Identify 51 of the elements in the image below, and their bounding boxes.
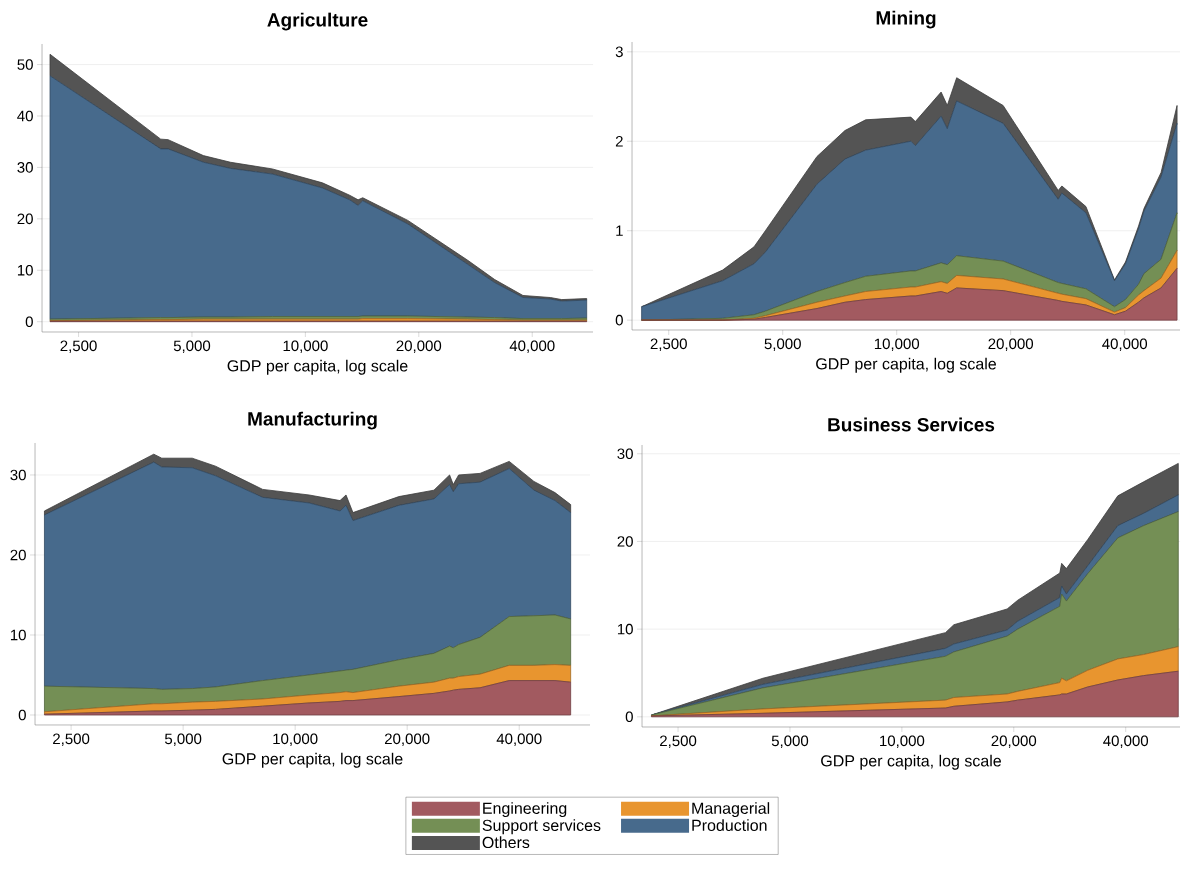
chart-title: Manufacturing (248, 411, 377, 430)
y-tick-label: 2 (615, 136, 623, 147)
y-tick-label: 10 (10, 629, 26, 641)
x-tick-label: 10,000 (273, 733, 318, 746)
y-tick-label: 30 (10, 469, 26, 481)
x-tick-label: 40,000 (496, 733, 542, 746)
y-tick-label: 0 (25, 316, 33, 327)
y-tick-label: 20 (17, 213, 33, 225)
y-tick-label: 20 (617, 536, 633, 547)
y-tick-label: 0 (615, 314, 623, 326)
chart-title: Agriculture (267, 12, 368, 31)
y-tick-label: 50 (17, 59, 33, 70)
x-axis-title: GDP per capita, log scale (821, 754, 1001, 770)
x-tick-label: 10,000 (874, 338, 920, 351)
x-axis-title: GDP per capita, log scale (222, 752, 403, 768)
legend-label: Managerial (692, 802, 770, 818)
x-tick-label: 2,500 (660, 735, 697, 748)
x-tick-label: 5,000 (173, 340, 211, 353)
y-tick-label: 3 (615, 46, 623, 58)
x-tick-label: 20,000 (991, 735, 1037, 748)
x-tick-label: 2,500 (53, 733, 90, 746)
x-tick-label: 20,000 (396, 340, 442, 353)
x-tick-label: 5,000 (771, 735, 809, 748)
y-tick-label: 10 (17, 264, 33, 276)
x-tick-label: 40,000 (1103, 735, 1149, 748)
x-axis-title: GDP per capita, log scale (227, 359, 408, 375)
x-tick-label: 20,000 (384, 733, 430, 746)
legend-label: Others (482, 836, 530, 849)
chart-title: Mining (876, 10, 936, 29)
y-tick-label: 30 (17, 162, 33, 173)
x-axis-title: GDP per capita, log scale (816, 357, 996, 373)
y-tick-label: 0 (18, 709, 26, 721)
y-tick-label: 1 (616, 225, 623, 236)
y-tick-label: 10 (617, 623, 633, 635)
y-tick-label: 30 (617, 448, 633, 460)
x-tick-label: 5,000 (164, 733, 202, 746)
legend-label: Production (692, 819, 767, 832)
x-tick-label: 2,500 (650, 338, 687, 351)
x-tick-label: 10,000 (283, 340, 328, 353)
chart-title: Business Services (828, 417, 995, 432)
x-tick-label: 40,000 (509, 340, 555, 353)
x-tick-label: 40,000 (1102, 338, 1148, 351)
legend-label: Engineering (483, 802, 567, 818)
legend-label: Support services (482, 819, 601, 835)
x-tick-label: 5,000 (764, 338, 801, 351)
x-tick-label: 20,000 (988, 338, 1034, 351)
y-tick-label: 0 (625, 711, 633, 723)
y-tick-label: 40 (17, 110, 33, 122)
x-tick-label: 10,000 (880, 735, 925, 748)
x-tick-label: 2,500 (60, 340, 97, 353)
y-tick-label: 20 (10, 549, 26, 561)
